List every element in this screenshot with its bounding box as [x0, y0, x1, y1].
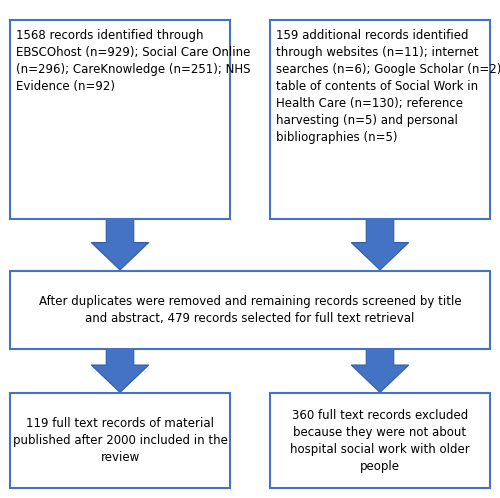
Text: 1568 records identified through
EBSCOhost (n=929); Social Care Online
(n=296); C: 1568 records identified through EBSCOhos…: [16, 29, 250, 93]
FancyBboxPatch shape: [10, 20, 230, 219]
Text: 119 full text records of material
published after 2000 included in the
review: 119 full text records of material publis…: [12, 417, 228, 464]
Polygon shape: [351, 349, 409, 392]
Polygon shape: [91, 349, 149, 392]
FancyBboxPatch shape: [10, 271, 490, 349]
Text: After duplicates were removed and remaining records screened by title
and abstra: After duplicates were removed and remain…: [38, 295, 462, 325]
Polygon shape: [91, 219, 149, 270]
Text: 159 additional records identified
through websites (n=11); internet
searches (n=: 159 additional records identified throug…: [276, 29, 500, 144]
Polygon shape: [351, 219, 409, 270]
FancyBboxPatch shape: [10, 393, 230, 488]
FancyBboxPatch shape: [270, 393, 490, 488]
FancyBboxPatch shape: [270, 20, 490, 219]
Text: 360 full text records excluded
because they were not about
hospital social work : 360 full text records excluded because t…: [290, 409, 470, 473]
